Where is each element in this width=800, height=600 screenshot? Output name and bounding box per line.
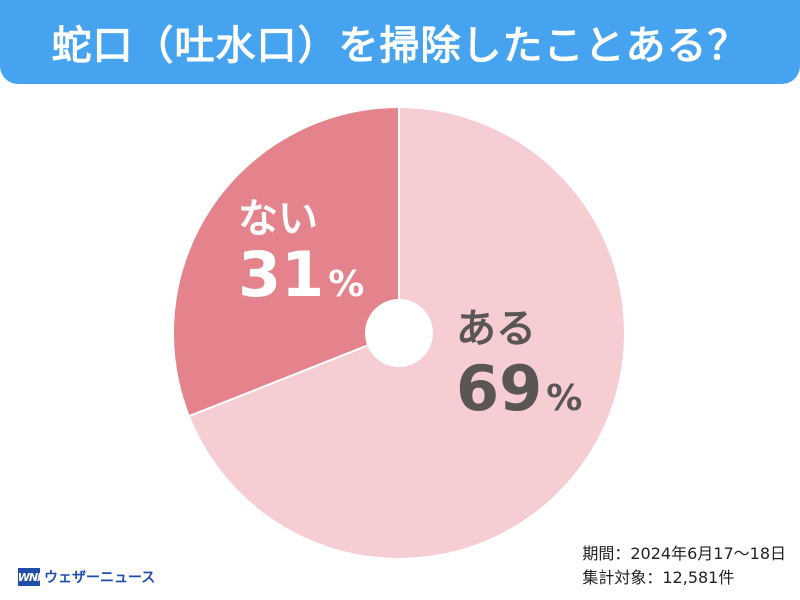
slice-value-aru: 69%	[456, 352, 582, 425]
pie-center-hole	[365, 299, 433, 367]
slice-value-nai: 31%	[238, 238, 364, 311]
brand-logo: WNI ウェザーニュース	[18, 566, 155, 588]
brand-name: ウェザーニュース	[44, 570, 156, 586]
wni-logo-icon: WNI	[18, 568, 41, 586]
slice-label-nai: ない	[238, 196, 318, 242]
survey-info: 期間：2024年6月17～18日 集計対象：12,581件	[582, 542, 786, 590]
chart-title: 蛇口（吐水口）を掃除したことある？	[51, 23, 749, 69]
survey-sample-size: 集計対象：12,581件	[582, 568, 735, 587]
survey-period: 期間：2024年6月17～18日	[582, 544, 786, 563]
title-banner: 蛇口（吐水口）を掃除したことある？	[0, 0, 800, 84]
slice-label-aru: ある	[456, 306, 536, 352]
pie-slice-nai	[172, 105, 400, 418]
